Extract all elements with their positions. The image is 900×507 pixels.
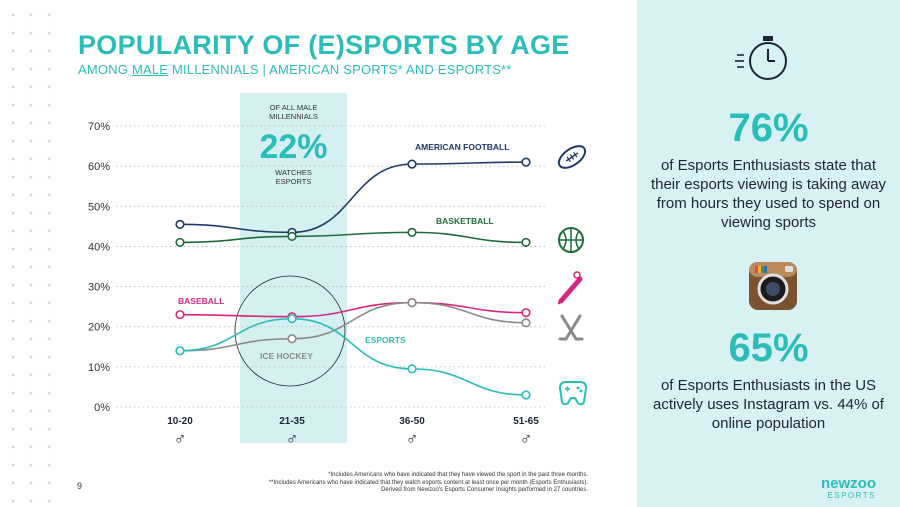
logo-wordmark: newzoo [821,475,876,492]
series-label: ESPORTS [365,335,406,345]
series-line-ice-hockey [179,301,527,352]
baseball-bat-icon [557,271,583,305]
y-tick-label: 50% [88,201,110,213]
male-symbol: ♂ [286,429,299,448]
series-line-esports [179,317,527,396]
stat-text: of Esports Enthusiasts in the US activel… [653,377,884,432]
y-tick-label: 10% [88,362,110,374]
y-tick-label: 0% [94,402,110,414]
data-point [407,298,417,308]
x-tick-label: 21-35 [279,416,305,427]
y-tick-label: 70% [88,121,110,133]
ice-hockey-highlight-circle [234,275,346,387]
newzoo-logo: newzoo ESPORTS [821,476,876,501]
data-point [175,237,185,248]
data-point [407,364,417,374]
data-point [521,237,531,248]
male-symbol: ♂ [406,429,419,448]
data-point [287,334,297,344]
data-point [521,157,531,167]
stat-value: 76% [728,106,809,150]
highlight-value: 22% [259,128,327,166]
y-tick-label: 20% [88,322,110,334]
data-point [287,314,297,324]
data-point [521,390,531,400]
insights-panel: 76% of Esports Enthusiasts state that th… [637,0,900,507]
y-tick-label: 40% [88,241,110,253]
footnote-3: Derived from Newzoo's Esports Consumer I… [381,487,588,493]
series-label: ICE HOCKEY [260,351,313,361]
x-tick-label: 10-20 [167,416,193,427]
data-point [175,346,185,356]
data-point [175,310,185,320]
x-tick-label: 51-65 [513,416,539,427]
series-line-basketball [179,231,527,244]
data-point [407,159,417,169]
data-point [521,308,531,318]
logo-subline: ESPORTS [827,491,876,500]
basketball-icon [558,227,584,253]
series-line-baseball [179,301,527,318]
highlight-header-2: MILLENNIALS [269,112,318,121]
page-title: POPULARITY OF (E)SPORTS BY AGE [78,30,570,60]
game-controller-icon [559,381,587,406]
male-symbol: ♂ [520,429,533,448]
highlight-caption-1: WATCHES [275,168,312,177]
data-point [521,318,531,328]
line-chart: OF ALL MALE MILLENNIALS 22% WATCHES ESPO… [88,93,587,448]
data-point [287,231,297,241]
data-point [407,227,417,237]
data-point [175,219,185,229]
instagram-icon [749,262,797,310]
stat-esports-viewing: 76% of Esports Enthusiasts state that th… [637,106,900,232]
y-tick-label: 30% [88,282,110,294]
series-line-american-football [179,161,527,234]
highlight-band [240,93,347,443]
stat-value: 65% [728,326,809,370]
footnote-1: *Includes Americans who have indicated t… [328,472,588,478]
male-symbol: ♂ [174,429,187,448]
dot-pattern [0,0,60,507]
stat-instagram-usage: 65% of Esports Enthusiasts in the US act… [637,326,900,433]
x-tick-label: 36-50 [399,416,425,427]
series-label: AMERICAN FOOTBALL [415,142,509,152]
series-label: BASEBALL [178,296,224,306]
footnote-2: **Includes Americans who have indicated … [268,479,588,486]
hockey-sticks-icon [558,314,584,341]
stopwatch-icon [735,36,787,80]
stat-text: of Esports Enthusiasts state that their … [650,157,887,231]
series-label: BASKETBALL [436,216,494,226]
page-subtitle: AMONG MALE MILLENNIALS | AMERICAN SPORTS… [78,62,512,77]
football-icon [557,145,587,169]
highlight-caption-2: ESPORTS [276,177,312,186]
footnotes: *Includes Americans who have indicated t… [269,472,588,495]
y-tick-label: 60% [88,161,110,173]
highlight-header-1: OF ALL MALE [270,103,318,112]
page-number: 9 [77,481,83,491]
